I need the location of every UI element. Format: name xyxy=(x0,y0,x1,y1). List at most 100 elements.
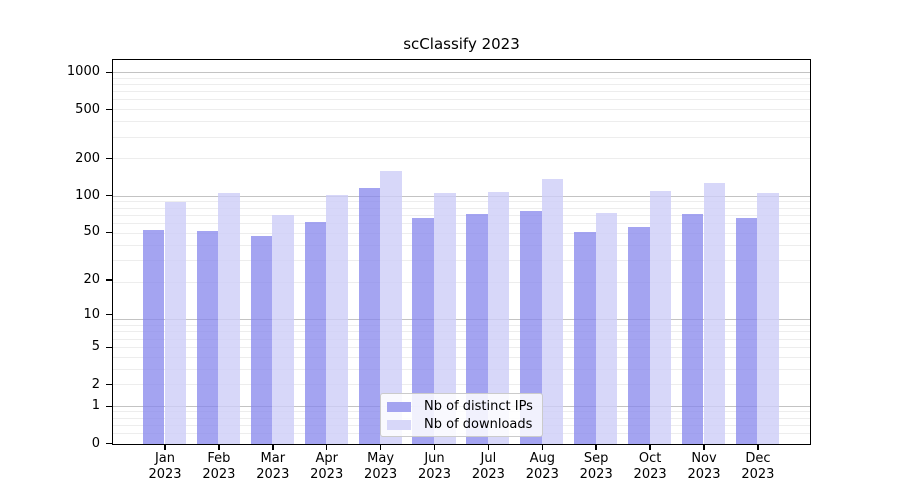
gridline xyxy=(113,109,810,111)
bar-distinct-ips-sep xyxy=(574,231,596,444)
bar-downloads-feb xyxy=(218,192,240,444)
gridline xyxy=(113,91,810,93)
bar-distinct-ips-mar xyxy=(250,236,273,444)
plot-area xyxy=(112,59,811,445)
bar-distinct-ips-nov xyxy=(681,213,704,444)
x-tick-mark xyxy=(595,445,597,450)
x-tick-label-jun: Jun 2023 xyxy=(417,451,452,482)
bar-distinct-ips-dec xyxy=(735,218,758,444)
gridline xyxy=(113,384,810,385)
y-tick-label: 2 xyxy=(91,376,100,392)
y-tick-mark xyxy=(106,71,112,74)
bar-distinct-ips-oct xyxy=(628,226,650,444)
legend-entry-distinct-ips: Nb of distinct IPs xyxy=(387,398,542,416)
bar-distinct-ips-aug xyxy=(520,210,542,444)
x-tick-mark xyxy=(433,445,436,450)
bar-downloads-aug xyxy=(541,179,564,444)
y-tick-label: 1000 xyxy=(66,64,100,80)
gridline xyxy=(113,331,810,333)
x-tick-mark xyxy=(703,445,705,450)
y-tick-label: 100 xyxy=(75,187,100,203)
y-tick-mark xyxy=(106,383,112,386)
gridline xyxy=(113,84,810,86)
y-tick-mark xyxy=(106,313,112,316)
bar-downloads-apr xyxy=(326,194,348,444)
gridline xyxy=(113,207,810,209)
gridline xyxy=(113,158,810,160)
gridline xyxy=(113,319,810,321)
bar-downloads-sep xyxy=(595,212,618,444)
legend-swatch-downloads xyxy=(387,420,411,430)
bar-downloads-mar xyxy=(272,215,294,444)
gridline xyxy=(113,195,810,197)
gridline xyxy=(113,136,810,138)
y-tick-mark xyxy=(106,346,112,349)
x-tick-label-dec: Dec 2023 xyxy=(741,451,775,482)
x-tick-mark xyxy=(487,445,490,450)
gridline xyxy=(113,368,810,370)
x-tick-label-mar: Mar 2023 xyxy=(256,451,290,482)
y-tick-label: 5 xyxy=(91,339,100,355)
legend-swatch-distinct-ips xyxy=(387,402,411,412)
y-tick-mark xyxy=(106,157,112,160)
y-tick-mark xyxy=(106,108,112,111)
gridline xyxy=(113,244,810,246)
x-tick-label-aug: Aug 2023 xyxy=(525,451,559,482)
x-tick-label-nov: Nov 2023 xyxy=(687,451,721,482)
bar-distinct-ips-jul xyxy=(466,213,488,444)
gridline xyxy=(113,356,810,358)
legend-label-downloads: Nb of downloads xyxy=(424,417,533,432)
bar-distinct-ips-may xyxy=(358,187,381,444)
x-tick-label-jul: Jul 2023 xyxy=(471,451,505,482)
gridline xyxy=(113,72,810,74)
x-tick-mark xyxy=(325,445,328,450)
y-tick-mark xyxy=(106,194,112,197)
y-tick-label: 50 xyxy=(83,224,100,240)
x-tick-mark xyxy=(757,445,759,450)
chart-title: scClassify 2023 xyxy=(403,35,520,53)
y-tick-mark xyxy=(106,231,112,234)
legend-label-distinct-ips: Nb of distinct IPs xyxy=(424,399,533,414)
gridline xyxy=(113,346,810,348)
gridline xyxy=(113,232,810,234)
legend-entry-downloads: Nb of downloads xyxy=(387,416,542,434)
y-tick-label: 20 xyxy=(83,272,100,287)
gridline xyxy=(113,121,810,123)
bar-distinct-ips-feb xyxy=(196,230,219,444)
x-tick-mark xyxy=(379,445,382,450)
gridline xyxy=(113,77,810,79)
y-tick-label: 1 xyxy=(91,398,100,414)
gridline xyxy=(113,223,810,225)
x-tick-label-apr: Apr 2023 xyxy=(310,451,344,482)
x-tick-mark xyxy=(218,445,220,450)
x-tick-label-sep: Sep 2023 xyxy=(579,451,613,482)
bar-downloads-jun xyxy=(434,192,456,444)
bar-downloads-jan xyxy=(164,201,187,444)
x-tick-label-jan: Jan 2023 xyxy=(148,451,182,482)
y-tick-mark xyxy=(106,279,112,281)
gridline xyxy=(113,338,810,340)
bar-distinct-ips-jun xyxy=(412,218,434,444)
x-tick-label-may: May 2023 xyxy=(364,451,398,482)
gridline xyxy=(113,325,810,326)
x-tick-label-feb: Feb 2023 xyxy=(202,451,236,482)
gridline xyxy=(113,99,810,101)
y-tick-label: 0 xyxy=(91,435,100,451)
bar-downloads-jul xyxy=(487,191,510,444)
y-tick-mark xyxy=(106,442,112,445)
bar-downloads-may xyxy=(380,170,402,444)
gridline xyxy=(113,201,810,203)
gridline xyxy=(113,282,810,284)
y-tick-label: 10 xyxy=(83,306,100,322)
x-tick-mark xyxy=(164,445,166,450)
y-tick-label: 200 xyxy=(75,150,100,166)
x-tick-mark xyxy=(541,445,544,450)
gridline xyxy=(113,260,810,262)
y-tick-mark xyxy=(106,405,112,408)
bar-downloads-oct xyxy=(649,190,672,444)
legend: Nb of distinct IPs Nb of downloads xyxy=(380,393,543,437)
bar-downloads-nov xyxy=(703,182,726,444)
bar-distinct-ips-apr xyxy=(304,221,327,444)
x-tick-label-oct: Oct 2023 xyxy=(633,451,667,482)
